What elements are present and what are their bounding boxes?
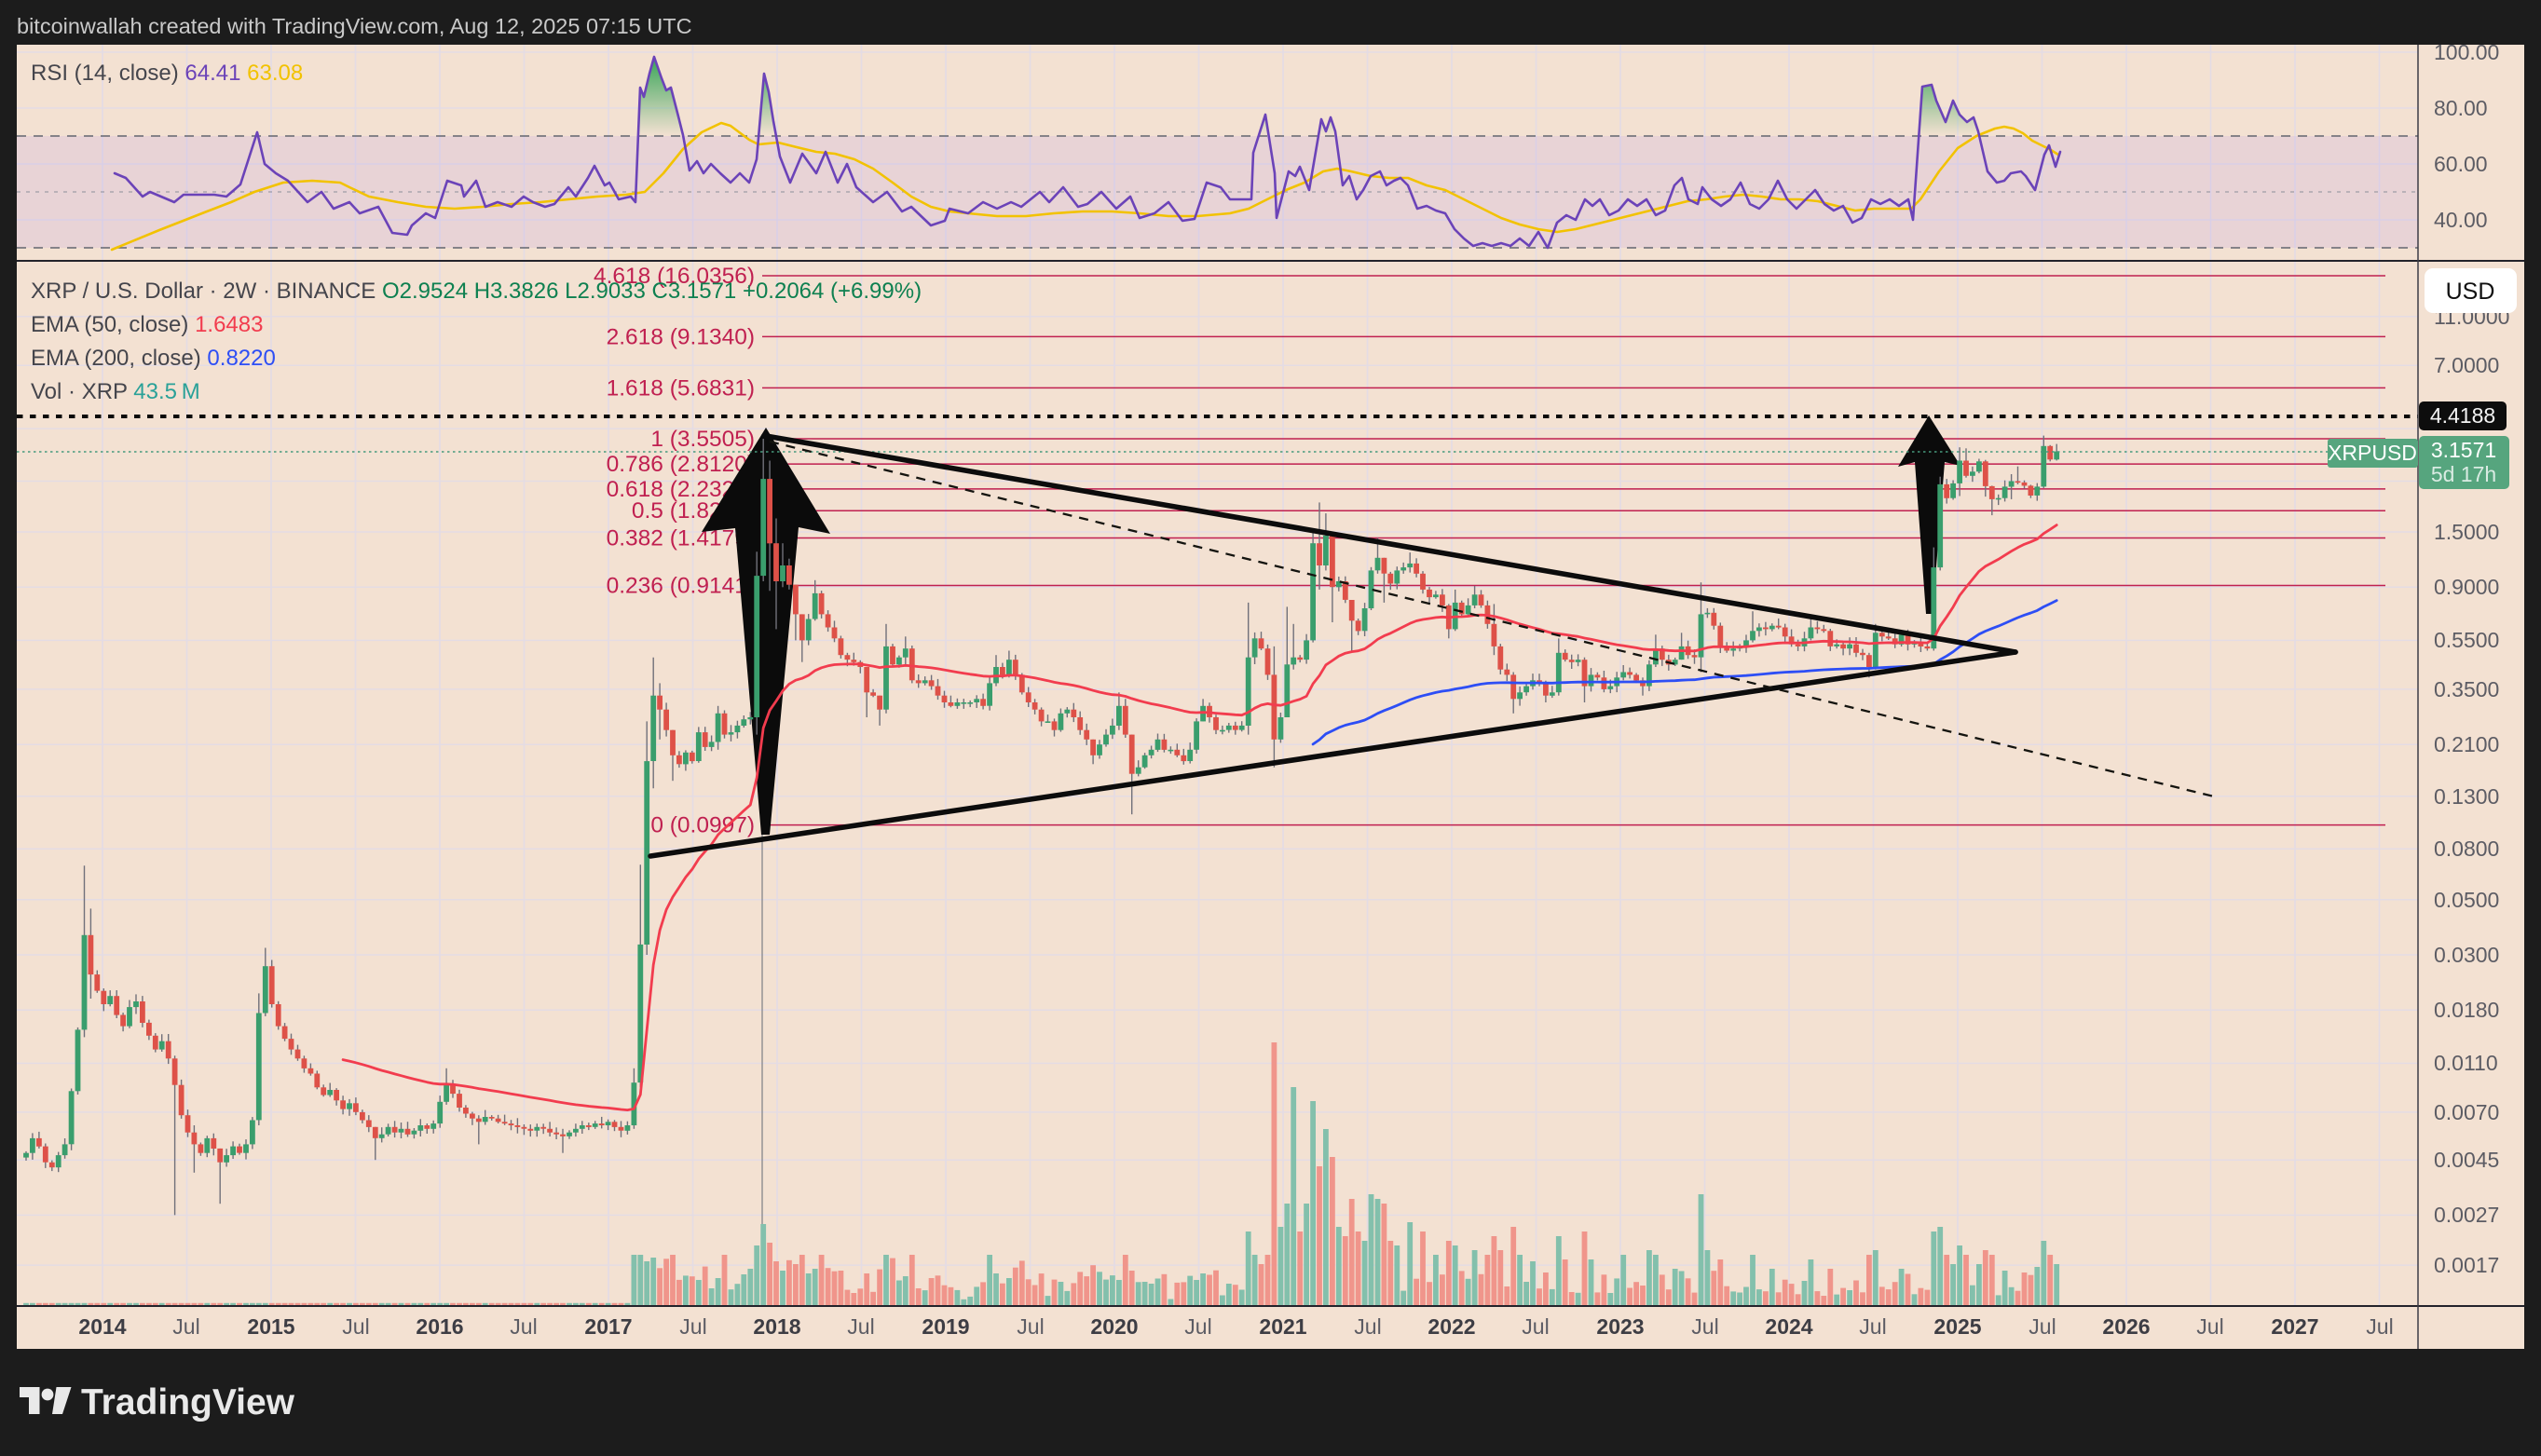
svg-text:TradingView: TradingView xyxy=(81,1382,295,1422)
svg-text:Jul: Jul xyxy=(1184,1314,1211,1339)
svg-text:Jul: Jul xyxy=(1859,1314,1886,1339)
svg-text:Jul: Jul xyxy=(2366,1314,2393,1339)
svg-text:XRP / U.S. Dollar · 2W · BINAN: XRP / U.S. Dollar · 2W · BINANCE O2.9524… xyxy=(31,279,922,304)
svg-text:0.0070: 0.0070 xyxy=(2434,1100,2499,1124)
svg-text:0.0017: 0.0017 xyxy=(2434,1253,2499,1277)
svg-text:EMA (200, close) 0.8220: EMA (200, close) 0.8220 xyxy=(31,346,276,371)
svg-text:0.0800: 0.0800 xyxy=(2434,837,2499,861)
svg-text:100.00: 100.00 xyxy=(2434,40,2499,64)
svg-text:2014: 2014 xyxy=(78,1314,126,1339)
svg-text:1.5000: 1.5000 xyxy=(2434,520,2499,544)
svg-text:0.0045: 0.0045 xyxy=(2434,1148,2499,1172)
svg-text:0.382 (1.4179): 0.382 (1.4179) xyxy=(607,526,755,551)
svg-text:0.5500: 0.5500 xyxy=(2434,628,2499,652)
svg-text:Jul: Jul xyxy=(510,1314,537,1339)
svg-text:2019: 2019 xyxy=(922,1314,969,1339)
svg-text:Jul: Jul xyxy=(847,1314,874,1339)
svg-text:Vol · XRP 43.5 M: Vol · XRP 43.5 M xyxy=(31,379,200,404)
svg-text:XRPUSD: XRPUSD xyxy=(2328,441,2417,465)
svg-text:2022: 2022 xyxy=(1428,1314,1475,1339)
svg-text:60.00: 60.00 xyxy=(2434,152,2488,176)
svg-text:0.2100: 0.2100 xyxy=(2434,732,2499,756)
svg-text:2.618 (9.1340): 2.618 (9.1340) xyxy=(607,324,755,349)
svg-text:7.0000: 7.0000 xyxy=(2434,353,2499,377)
svg-text:0.1300: 0.1300 xyxy=(2434,784,2499,809)
svg-text:4.4188: 4.4188 xyxy=(2430,403,2495,428)
svg-text:0.786 (2.8120): 0.786 (2.8120) xyxy=(607,452,755,477)
svg-text:5d 17h: 5d 17h xyxy=(2431,462,2496,486)
svg-text:2016: 2016 xyxy=(416,1314,463,1339)
svg-text:0.0110: 0.0110 xyxy=(2434,1051,2498,1075)
svg-text:0.0027: 0.0027 xyxy=(2434,1203,2499,1227)
svg-text:1 (3.5505): 1 (3.5505) xyxy=(650,427,755,452)
svg-text:2015: 2015 xyxy=(247,1314,294,1339)
svg-text:RSI (14, close) 64.41 63.08: RSI (14, close) 64.41 63.08 xyxy=(31,61,303,86)
svg-text:2023: 2023 xyxy=(1596,1314,1644,1339)
svg-text:40.00: 40.00 xyxy=(2434,208,2488,232)
svg-text:Jul: Jul xyxy=(1017,1314,1044,1339)
svg-text:2021: 2021 xyxy=(1259,1314,1306,1339)
svg-text:Jul: Jul xyxy=(1354,1314,1381,1339)
svg-text:0.9000: 0.9000 xyxy=(2434,575,2499,599)
svg-text:Jul: Jul xyxy=(342,1314,369,1339)
svg-text:Jul: Jul xyxy=(679,1314,706,1339)
svg-text:Jul: Jul xyxy=(2196,1314,2223,1339)
svg-text:1.618 (5.6831): 1.618 (5.6831) xyxy=(607,375,755,401)
svg-text:Jul: Jul xyxy=(172,1314,199,1339)
svg-text:0.236 (0.9141): 0.236 (0.9141) xyxy=(607,574,755,599)
svg-text:2026: 2026 xyxy=(2102,1314,2150,1339)
svg-text:Jul: Jul xyxy=(2029,1314,2056,1339)
svg-text:0.3500: 0.3500 xyxy=(2434,677,2499,701)
svg-text:2025: 2025 xyxy=(1933,1314,1981,1339)
svg-text:EMA (50, close) 1.6483: EMA (50, close) 1.6483 xyxy=(31,312,263,337)
svg-text:0.0300: 0.0300 xyxy=(2434,943,2499,967)
svg-text:2024: 2024 xyxy=(1765,1314,1812,1339)
svg-text:3.1571: 3.1571 xyxy=(2431,438,2496,462)
svg-text:2017: 2017 xyxy=(584,1314,632,1339)
svg-text:Jul: Jul xyxy=(1522,1314,1549,1339)
svg-text:2020: 2020 xyxy=(1090,1314,1138,1339)
svg-text:4.618 (16.0356): 4.618 (16.0356) xyxy=(594,264,755,289)
svg-text:bitcoinwallah created with Tra: bitcoinwallah created with TradingView.c… xyxy=(17,14,692,38)
svg-text:2027: 2027 xyxy=(2271,1314,2318,1339)
svg-text:USD: USD xyxy=(2446,279,2495,305)
svg-text:Jul: Jul xyxy=(1691,1314,1718,1339)
svg-text:0.0500: 0.0500 xyxy=(2434,888,2499,912)
svg-text:0.0180: 0.0180 xyxy=(2434,998,2499,1022)
svg-text:2018: 2018 xyxy=(753,1314,800,1339)
svg-text:80.00: 80.00 xyxy=(2434,96,2488,120)
